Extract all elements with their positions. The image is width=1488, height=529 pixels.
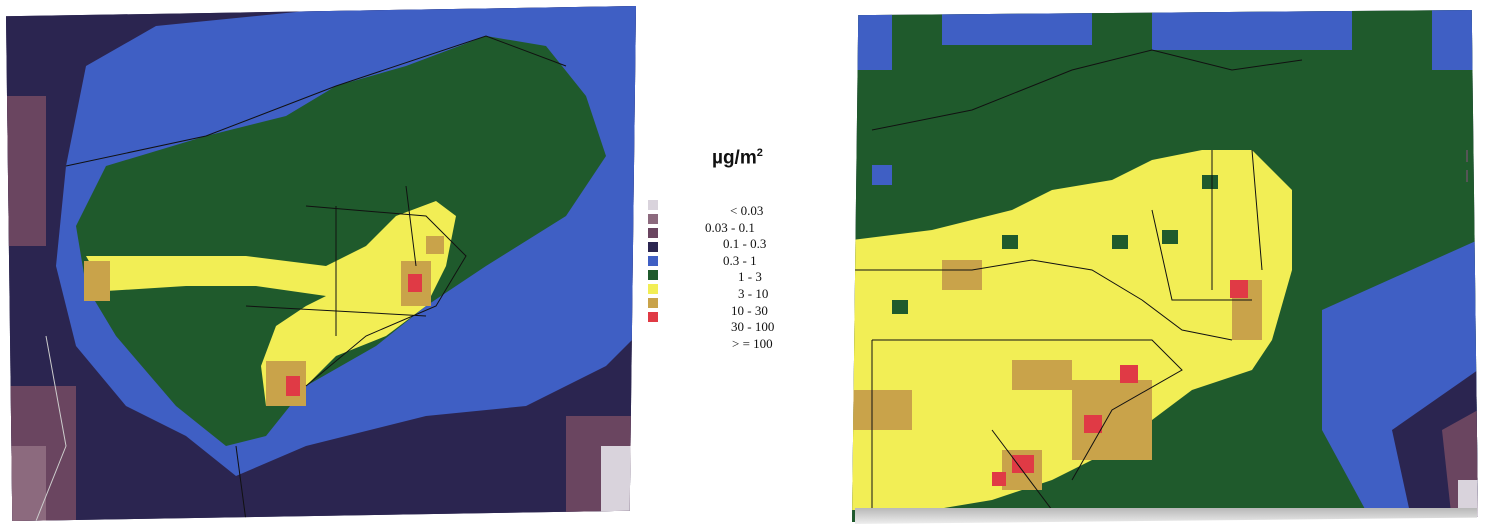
legend-label: 0.3 - 1 [723, 252, 757, 268]
map-left-graphic [6, 6, 636, 521]
legend-swatch-9 [648, 312, 658, 322]
legend-swatches [648, 200, 658, 326]
scan-mark [1466, 170, 1468, 182]
unit-prefix: µg/m [712, 147, 757, 169]
legend-label: > = 100 [732, 335, 773, 351]
deposition-map-left [6, 6, 636, 521]
map-right-graphic [852, 10, 1478, 522]
scan-mark [1466, 150, 1468, 162]
legend-swatch-7 [648, 284, 658, 294]
legend-swatch-6 [648, 270, 658, 280]
legend-label: < 0.03 [730, 203, 764, 218]
legend-label: 3 - 10 [738, 285, 769, 301]
legend-label: 0.1 - 0.3 [723, 236, 767, 252]
legend-swatch-8 [648, 298, 658, 308]
legend-swatch-5 [648, 256, 658, 266]
legend-label: 1 - 3 [738, 269, 762, 285]
legend-label: 0.03 - 0.1 [705, 219, 755, 235]
legend-swatch-3 [648, 228, 658, 238]
legend-swatch-2 [648, 214, 658, 224]
legend-labels: < 0.03 0.03 - 0.1 0.1 - 0.3 0.3 - 1 1 - … [700, 203, 810, 352]
legend-swatch-4 [648, 242, 658, 252]
page-curl-shadow [855, 508, 1477, 524]
legend-label: 10 - 30 [731, 302, 768, 318]
unit-exponent: 2 [756, 147, 763, 159]
deposition-map-right [852, 10, 1478, 522]
legend-swatch-1 [648, 200, 658, 210]
legend-unit-title: µg/m2 [712, 147, 763, 169]
legend-label: 30 - 100 [731, 319, 775, 335]
